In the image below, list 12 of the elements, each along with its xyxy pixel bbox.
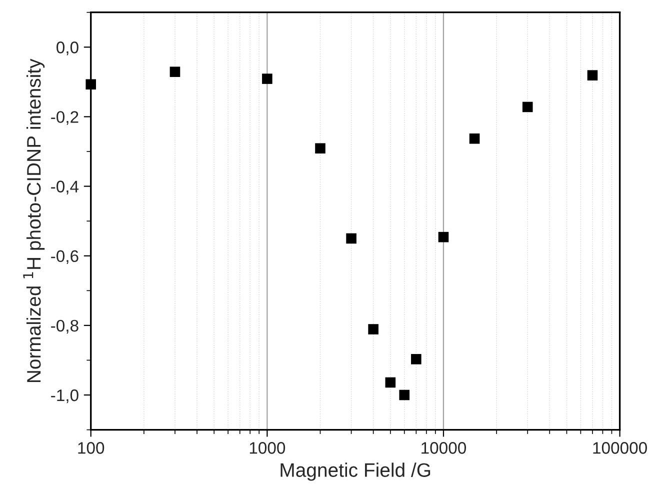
y-axis-title: Normalized $^{1}$H photo-CIDNP intensity [23, 58, 45, 382]
y-tick-label: -0,2 [51, 111, 78, 125]
y-tick-label: -0,4 [51, 180, 79, 194]
x-tick-label: 1000 [250, 442, 286, 454]
x-tick-label: 100000 [593, 442, 647, 454]
x-tick-label: 100 [78, 442, 104, 454]
x-tick-label: 10000 [422, 442, 466, 454]
y-tick-label: -0,8 [51, 320, 78, 334]
y-tick-label: -1,0 [51, 389, 78, 404]
x-axis-title: Magnetic Field /G [280, 462, 430, 481]
y-tick-label: -0,6 [51, 250, 78, 264]
y-tick-label: 0,0 [56, 42, 78, 56]
